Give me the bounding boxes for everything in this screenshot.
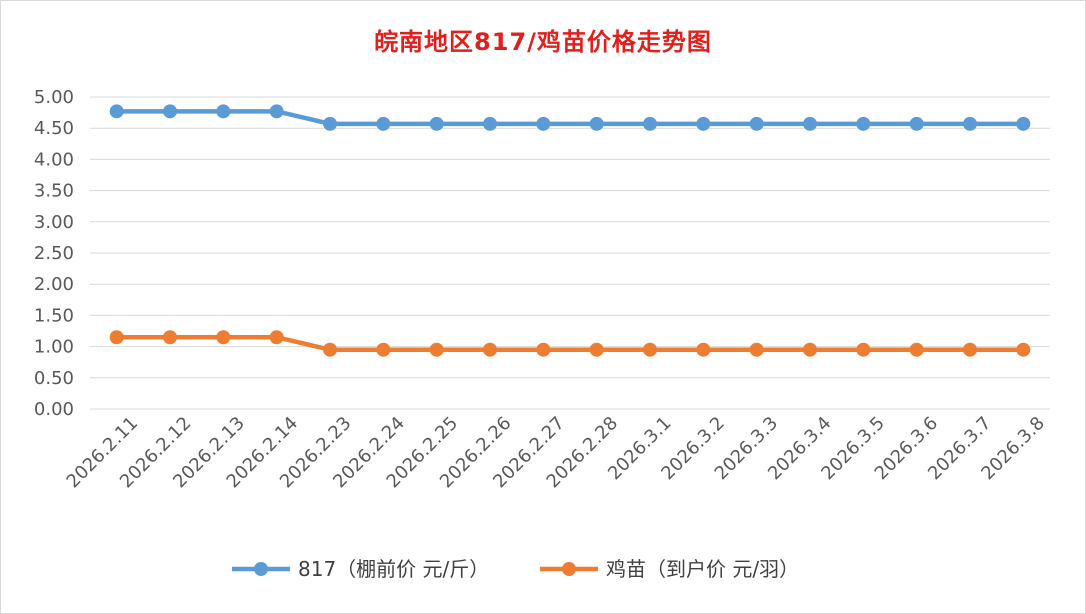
data-point [269, 330, 284, 345]
y-tick-label: 2.50 [34, 243, 74, 264]
data-point [269, 104, 284, 119]
data-point [856, 116, 871, 131]
data-point [589, 342, 604, 357]
chart-title: 皖南地区817/鸡苗价格走势图 [374, 28, 712, 56]
y-tick-label: 5.00 [34, 87, 74, 108]
data-point [163, 330, 177, 345]
y-tick-label: 2.00 [34, 274, 74, 295]
legend-label: 817（棚前价 元/斤） [298, 557, 489, 581]
data-point [429, 342, 444, 357]
series-line [116, 109, 1024, 127]
data-point [1016, 342, 1031, 357]
data-point [163, 104, 177, 119]
data-point [216, 104, 231, 119]
data-point [429, 116, 444, 131]
data-point [856, 342, 871, 357]
data-point [216, 330, 231, 345]
data-point [483, 116, 497, 131]
y-tick-label: 0.50 [34, 368, 74, 389]
data-point [749, 116, 764, 131]
legend-label: 鸡苗（到户价 元/羽） [606, 557, 799, 581]
data-point [909, 342, 924, 357]
series-line [116, 334, 1024, 352]
x-axis-ticks: 2026.2.112026.2.122026.2.132026.2.142026… [63, 413, 1049, 493]
y-tick-label: 3.50 [34, 181, 74, 202]
data-point [909, 116, 924, 131]
y-tick-label: 1.00 [34, 337, 74, 358]
y-tick-label: 4.00 [34, 149, 74, 170]
data-point [643, 116, 657, 131]
data-point [323, 342, 337, 357]
legend-marker [562, 562, 576, 576]
data-point [323, 116, 337, 131]
data-point [376, 116, 391, 131]
data-point [749, 342, 764, 357]
data-point [589, 116, 604, 131]
data-point [963, 116, 977, 131]
gridlines [90, 96, 1050, 410]
data-point [483, 342, 497, 357]
data-point [536, 116, 551, 131]
y-axis-ticks: 0.00 0.50 1.00 1.50 2.00 2.50 3.00 3.50 4.00 4.50… [34, 87, 74, 420]
data-point [109, 330, 124, 345]
data-point [536, 342, 551, 357]
y-tick-label: 0.00 [34, 399, 74, 420]
data-point [643, 342, 657, 357]
data-point [109, 104, 124, 119]
legend-marker [254, 562, 268, 576]
data-point [696, 116, 711, 131]
data-point [803, 116, 817, 131]
legend: 817（棚前价 元/斤） 鸡苗（到户价 元/羽） [232, 557, 799, 581]
data-point [803, 342, 817, 357]
data-point [696, 342, 711, 357]
y-tick-label: 1.50 [34, 305, 74, 326]
data-point [1016, 116, 1031, 131]
y-tick-label: 4.50 [34, 118, 74, 139]
data-point [376, 342, 391, 357]
y-tick-label: 3.00 [34, 212, 74, 233]
data-point [963, 342, 977, 357]
series-lines [109, 104, 1031, 357]
